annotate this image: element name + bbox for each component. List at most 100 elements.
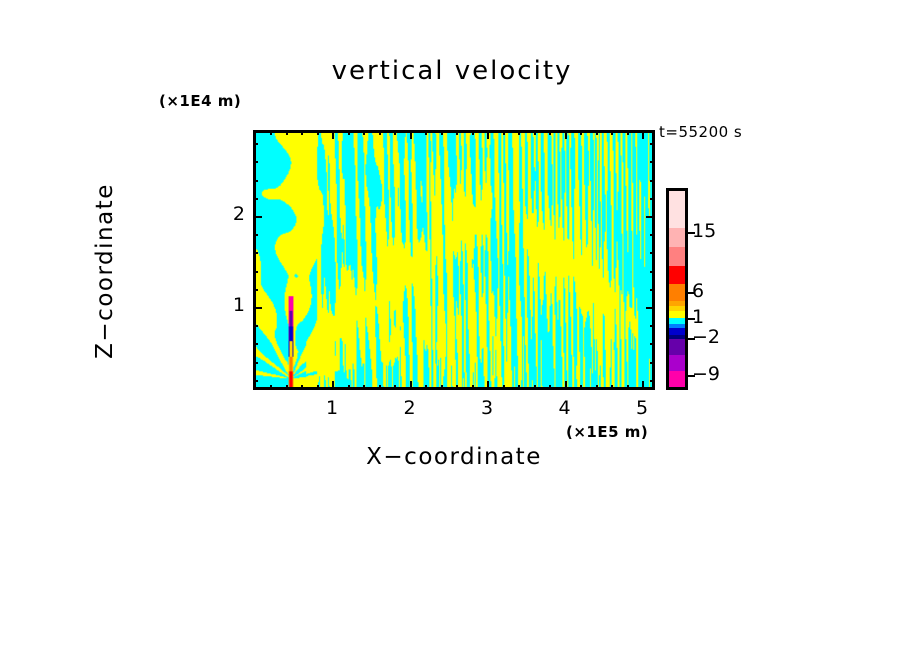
x-axis-tick: [316, 130, 319, 135]
x-axis-tick: [409, 130, 412, 139]
colorbar-band: [669, 305, 685, 312]
plot-area: [253, 130, 655, 390]
x-axis-tick: [363, 385, 365, 390]
x-axis-tick: [301, 130, 303, 135]
x-axis-title: X−coordinate: [366, 444, 542, 470]
x-axis-tick: [347, 385, 350, 390]
colorbar-tick-label: 15: [692, 220, 717, 242]
y-axis-tick: [650, 234, 655, 237]
colorbar-tick-label: 1: [692, 306, 705, 328]
x-axis-tick: [518, 385, 520, 390]
colorbar-band: [669, 334, 685, 340]
y-axis-tick: [253, 379, 258, 382]
colorbar-tick: [686, 375, 695, 377]
y-axis-tick: [253, 288, 258, 291]
y-axis-tick: [253, 252, 258, 255]
x-axis-tick: [332, 130, 334, 139]
y-axis-title: Z−coordinate: [92, 183, 118, 359]
colorbar-band: [669, 311, 685, 318]
y-axis-tick: [650, 343, 655, 346]
y-axis-tick: [650, 379, 655, 382]
colorbar-tick: [686, 232, 695, 234]
x-axis-tick: [409, 381, 412, 390]
x-axis-tick: [611, 130, 613, 135]
y-axis-tick: [650, 252, 655, 255]
x-axis-tick: [595, 130, 598, 135]
velocity-field-heatmap: [256, 133, 652, 387]
colorbar-band: [669, 301, 685, 306]
x-axis-tick: [394, 130, 396, 135]
y-axis-tick: [646, 307, 655, 309]
colorbar-band: [669, 284, 685, 302]
colorbar-band: [669, 191, 685, 229]
y-axis-tick: [253, 179, 258, 182]
y-axis-tick: [253, 307, 262, 309]
x-axis-tick: [378, 385, 381, 390]
x-axis-tick: [549, 385, 551, 390]
x-axis-tick: [456, 130, 458, 135]
x-axis-tick-label: 2: [403, 397, 416, 419]
y-axis-tick: [253, 270, 258, 273]
y-axis-tick: [650, 361, 655, 364]
page-title: vertical velocity: [331, 56, 573, 86]
x-axis-tick: [285, 130, 288, 135]
y-axis-tick: [650, 325, 655, 328]
y-axis-unit-label: (×1E4 m): [159, 92, 242, 110]
y-axis-tick: [253, 325, 258, 328]
colorbar-band: [669, 323, 685, 329]
x-axis-tick-label: 3: [480, 397, 494, 419]
y-axis-tick-label: 1: [232, 294, 245, 316]
x-axis-tick: [626, 130, 629, 135]
x-axis-tick: [425, 130, 427, 135]
colorbar-tick: [686, 338, 695, 340]
x-axis-tick: [347, 130, 350, 135]
y-axis-tick: [253, 161, 258, 164]
x-axis-tick: [471, 130, 474, 135]
colorbar-tick-label: 6: [692, 280, 705, 302]
x-axis-unit-label: (×1E5 m): [566, 423, 649, 441]
y-axis-tick: [650, 270, 655, 273]
colorbar-band: [669, 317, 685, 324]
x-axis-tick: [533, 385, 536, 390]
x-axis-tick: [580, 385, 582, 390]
x-axis-tick: [502, 130, 505, 135]
x-axis-tick: [270, 130, 272, 135]
colorbar-tick-label: −2: [692, 326, 721, 348]
x-axis-tick: [440, 385, 443, 390]
colorbar-tick: [686, 292, 695, 294]
x-axis-tick: [502, 385, 505, 390]
x-axis-tick: [471, 385, 474, 390]
y-axis-tick: [650, 197, 655, 200]
x-axis-tick: [316, 385, 319, 390]
colorbar-band: [669, 247, 685, 266]
x-axis-tick: [425, 385, 427, 390]
x-axis-tick: [533, 130, 536, 135]
x-axis-tick: [332, 381, 334, 390]
colorbar-band: [669, 328, 685, 335]
y-axis-tick: [253, 361, 258, 364]
colorbar-band: [669, 355, 685, 372]
x-axis-tick: [564, 381, 567, 390]
y-axis-tick: [650, 143, 655, 146]
x-axis-tick: [642, 381, 644, 390]
x-axis-tick: [487, 130, 489, 139]
y-axis-tick: [650, 288, 655, 291]
y-axis-tick: [646, 216, 655, 218]
colorbar-band: [669, 339, 685, 356]
x-axis-tick-label: 5: [635, 397, 649, 419]
x-axis-tick: [549, 130, 551, 135]
colorbar-band: [669, 228, 685, 247]
x-axis-tick-label: 4: [558, 397, 571, 419]
y-axis-tick: [253, 197, 258, 200]
x-axis-tick: [487, 381, 489, 390]
x-axis-tick: [301, 385, 303, 390]
time-annotation: t=55200 s: [659, 123, 743, 141]
x-axis-tick: [363, 130, 365, 135]
x-axis-tick: [518, 130, 520, 135]
x-axis-tick-label: 1: [325, 397, 339, 419]
x-axis-tick: [595, 385, 598, 390]
x-axis-tick: [270, 385, 272, 390]
x-axis-tick: [285, 385, 288, 390]
y-axis-tick-label: 2: [232, 203, 245, 225]
